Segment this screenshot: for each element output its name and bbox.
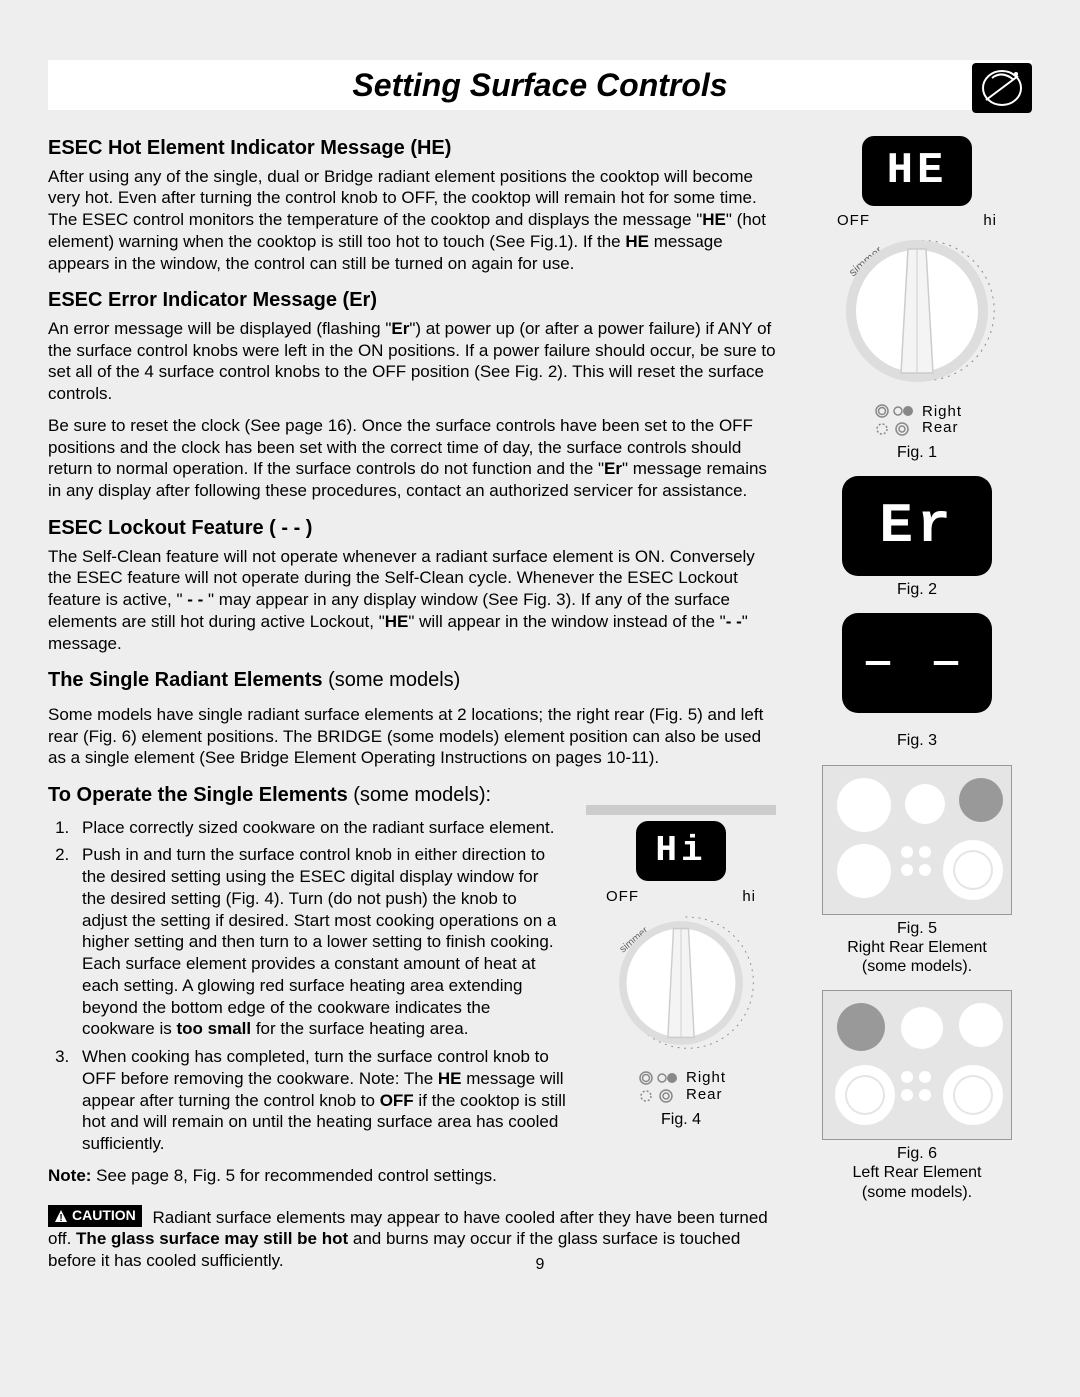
operate-steps: Place correctly sized cookware on the ra… <box>48 817 566 1155</box>
figure-1: HE OFF hi simmer <box>837 136 997 439</box>
fig3-caption: Fig. 3 <box>897 731 937 750</box>
fig1-display: HE <box>862 136 972 206</box>
fig4-position-line1: Right <box>686 1070 726 1087</box>
caution-badge: ! CAUTION <box>48 1205 142 1227</box>
fig4-position-line2: Rear <box>686 1087 726 1104</box>
fig2-caption: Fig. 2 <box>897 580 937 599</box>
fig1-hi-label: hi <box>983 212 997 229</box>
svg-text:!: ! <box>59 1213 62 1223</box>
fig1-position-line1: Right <box>922 404 962 421</box>
para-lockout: The Self-Clean feature will not operate … <box>48 546 776 655</box>
step-2: Push in and turn the surface control kno… <box>74 844 566 1040</box>
fig1-caption: Fig. 1 <box>897 443 937 462</box>
topic-icon <box>972 63 1032 113</box>
fig4-hi-label: hi <box>742 887 756 906</box>
fig6-caption: Fig. 6 Left Rear Element (some models). <box>853 1144 982 1202</box>
fig5-caption: Fig. 5 Right Rear Element (some models). <box>847 919 987 977</box>
page-number: 9 <box>0 1256 1080 1274</box>
fig2-display: Er <box>842 476 992 576</box>
figure-4: Hi OFF hi simmer <box>586 797 776 1143</box>
fig3-display: — — <box>842 613 992 713</box>
page-title: Setting Surface Controls <box>352 67 727 104</box>
title-bar: Setting Surface Controls <box>48 60 1032 110</box>
heading-single: The Single Radiant Elements (some models… <box>48 668 776 694</box>
figures-column: HE OFF hi simmer <box>802 136 1032 1272</box>
para-he: After using any of the single, dual or B… <box>48 166 776 275</box>
step-1: Place correctly sized cookware on the ra… <box>74 817 566 839</box>
para-er-1: An error message will be displayed (flas… <box>48 318 776 405</box>
burner-position-icon <box>872 401 914 439</box>
note: Note: See page 8, Fig. 5 for recommended… <box>48 1165 566 1187</box>
fig1-position-line2: Rear <box>922 420 962 437</box>
burner-position-icon <box>636 1068 678 1106</box>
step-3: When cooking has completed, turn the sur… <box>74 1046 566 1155</box>
fig4-off-label: OFF <box>606 887 639 906</box>
heading-lockout: ESEC Lockout Feature ( - - ) <box>48 516 776 542</box>
figure-6-cooktop <box>822 990 1012 1140</box>
para-er-2: Be sure to reset the clock (See page 16)… <box>48 415 776 502</box>
warning-icon: ! <box>54 1209 68 1223</box>
fig4-caption: Fig. 4 <box>661 1110 701 1129</box>
para-single: Some models have single radiant surface … <box>48 704 776 769</box>
heading-er: ESEC Error Indicator Message (Er) <box>48 288 776 314</box>
figure-5-cooktop <box>822 765 1012 915</box>
fig4-display: Hi <box>636 821 726 881</box>
main-text-column: ESEC Hot Element Indicator Message (HE) … <box>48 136 776 1272</box>
fig1-off-label: OFF <box>837 212 870 229</box>
heading-he: ESEC Hot Element Indicator Message (HE) <box>48 136 776 162</box>
